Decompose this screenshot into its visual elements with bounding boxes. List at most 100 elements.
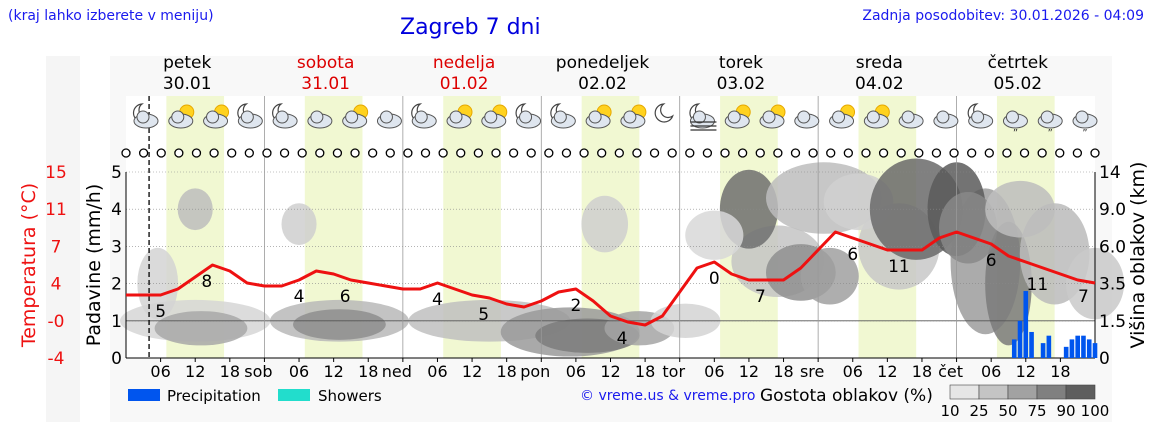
- x-tick-labels: 06 12 18 sob 06 12 18 ned 06 12 18 pon 06 12 18 tor 06 12…: [150, 358, 1071, 381]
- x-tick-label: pon: [520, 362, 550, 381]
- wind-calm-icon: [561, 148, 572, 158]
- wind-calm-icon: [843, 148, 853, 158]
- partly-cloudy-day-icon: [203, 104, 230, 129]
- cloud-puff: [345, 110, 359, 124]
- cloud-density-area: [800, 247, 859, 305]
- precipitation-bar: [1029, 331, 1034, 358]
- precipitation-bar: [1023, 291, 1029, 358]
- precipitation-bar: [1046, 335, 1052, 358]
- wind-calm-icon: [1072, 148, 1083, 158]
- x-tick-label: 18: [635, 362, 655, 381]
- wind-calm-icon: [209, 148, 219, 158]
- legend: Precipitation Showers: [128, 387, 382, 405]
- wind-calm-icon: [262, 148, 272, 158]
- precipitation-bar: [1086, 339, 1092, 358]
- fog-night-icon: [689, 103, 717, 131]
- moon-cloud-icon: [237, 103, 263, 129]
- right-axis-label-cloud-height: Višina oblakov (km): [1127, 161, 1149, 349]
- temperature-tick-label: 11: [45, 200, 67, 220]
- wind-calm-icon: [332, 148, 343, 158]
- temperature-tick-label: 7: [51, 237, 62, 257]
- wind-calm-icon: [473, 148, 484, 158]
- wind-calm-icon: [702, 148, 713, 158]
- cloud-puff: [1075, 110, 1089, 124]
- x-tick-label: 06: [150, 362, 170, 381]
- precipitation-bar: [1069, 339, 1075, 358]
- wind-calm-icon: [720, 148, 730, 158]
- cloud-density-level-label: 90: [1056, 402, 1075, 420]
- cloud-puff: [206, 110, 220, 124]
- cloud-density-swatch: [978, 384, 1009, 400]
- temperature-label: 11: [888, 257, 910, 277]
- copyright[interactable]: © vreme.us & vreme.pro: [580, 388, 756, 404]
- wind-calm-icon: [967, 148, 977, 158]
- cloud-puff: [936, 110, 950, 124]
- wind-symbols: [121, 148, 1100, 158]
- wind-calm-icon: [279, 148, 290, 158]
- x-tick-label: 12: [1016, 362, 1036, 381]
- cloud-density-swatch: [1065, 384, 1096, 400]
- wind-calm-icon: [191, 148, 202, 158]
- cloud-density-swatch: [949, 384, 980, 400]
- day-date: 30.01: [163, 74, 212, 94]
- cloud-puff: [519, 110, 533, 124]
- legend-swatch-precipitation: [128, 389, 160, 401]
- region-note[interactable]: (kraj lahko izberete v meniju): [8, 8, 214, 24]
- partly-cloudy-day-icon: [759, 104, 786, 129]
- cloud-puff: [379, 110, 393, 124]
- cloud-density-swatch: [1007, 384, 1038, 400]
- cloud-puff: [449, 110, 463, 124]
- temperature-label: 8: [201, 272, 212, 292]
- wind-calm-icon: [138, 148, 149, 158]
- temperature-label: 11: [1027, 275, 1049, 295]
- wind-calm-icon: [896, 148, 906, 158]
- temperature-label: 7: [1078, 287, 1089, 307]
- wind-calm-icon: [1090, 148, 1100, 158]
- day-date: 02.02: [578, 74, 627, 94]
- wind-calm-icon: [737, 148, 748, 158]
- temperature-label: 4: [432, 290, 443, 310]
- cloud-puff: [136, 110, 150, 124]
- cloud-puff: [588, 110, 602, 124]
- cloud-density-area: [137, 247, 179, 320]
- cloud-puff: [414, 110, 428, 124]
- cloud-puff: [727, 110, 741, 124]
- cloud-density-area: [939, 192, 998, 264]
- wind-calm-icon: [914, 148, 924, 158]
- moon-icon: [654, 103, 674, 123]
- wind-calm-icon: [773, 148, 783, 158]
- day-name: sreda: [856, 53, 903, 73]
- moon-cloud-icon: [272, 103, 298, 129]
- partly-cloudy-day-icon: [585, 104, 612, 129]
- partly-cloudy-day-icon: [481, 104, 508, 129]
- cloud-puff: [623, 110, 637, 124]
- partly-cloudy-day-icon: [168, 104, 195, 129]
- wind-calm-icon: [315, 148, 325, 158]
- temperature-label: 0: [709, 269, 720, 289]
- day-date: 04.02: [855, 74, 904, 94]
- wind-calm-icon: [156, 148, 166, 158]
- cloud-puff: [1005, 110, 1019, 124]
- y-tick-labels: 0 1 2 3 4 5 15 11 7 4 -0 -4 14 9.0 6.0 3.5 1.5 0: [45, 163, 1126, 369]
- x-tick-label: 06: [704, 362, 724, 381]
- temperature-label: 6: [847, 245, 858, 265]
- moon-icon: [654, 103, 674, 123]
- precip-tick-label: 3: [111, 237, 122, 257]
- temperature-tick-label: 15: [45, 163, 67, 183]
- temperature-label: 6: [340, 287, 351, 307]
- wind-calm-icon: [649, 148, 660, 158]
- page-title: Zagreb 7 dni: [400, 15, 541, 40]
- cloud-density-level-label: 75: [1027, 402, 1046, 420]
- wind-calm-icon: [790, 148, 801, 158]
- x-tick-label: sre: [800, 362, 824, 381]
- drizzle-marks: ”: [1082, 128, 1087, 139]
- temperature-label: 6: [986, 251, 997, 271]
- wind-calm-icon: [403, 148, 413, 158]
- cloud-puff: [275, 110, 289, 124]
- day-date: 05.02: [993, 74, 1042, 94]
- wind-calm-icon: [420, 148, 431, 158]
- x-tick-label: 12: [877, 362, 897, 381]
- temperature-tick-label: 4: [51, 275, 62, 295]
- day-name: ponedeljek: [556, 53, 650, 73]
